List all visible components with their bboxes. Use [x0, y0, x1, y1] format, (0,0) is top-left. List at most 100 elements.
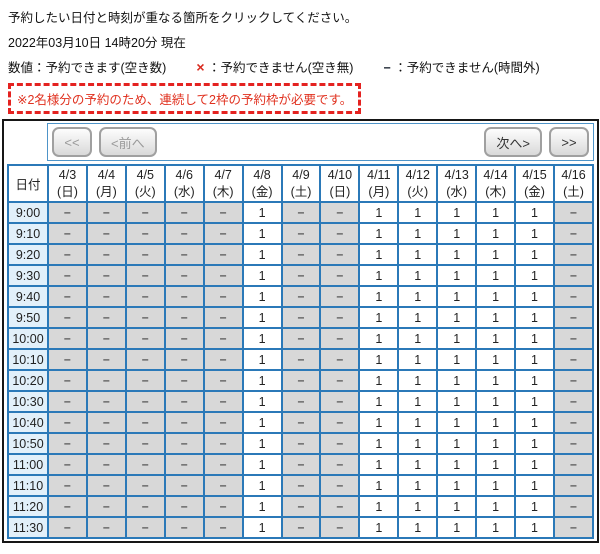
slot-available-cell[interactable]: 1 — [436, 348, 478, 371]
slot-available-cell[interactable]: 1 — [514, 432, 555, 455]
slot-available-cell[interactable]: 1 — [436, 453, 478, 476]
slot-available-cell[interactable]: 1 — [241, 453, 283, 476]
slot-available-cell[interactable]: 1 — [514, 327, 555, 350]
slot-available-cell[interactable]: 1 — [397, 390, 439, 413]
slot-available-cell[interactable]: 1 — [436, 285, 478, 308]
slot-available-cell[interactable]: 1 — [397, 327, 439, 350]
slot-available-cell[interactable]: 1 — [436, 474, 478, 497]
slot-available-cell[interactable]: 1 — [514, 201, 555, 224]
slot-available-cell[interactable]: 1 — [397, 201, 439, 224]
slot-available-cell[interactable]: 1 — [436, 411, 478, 434]
slot-available-cell[interactable]: 1 — [241, 495, 283, 518]
slot-available-cell[interactable]: 1 — [436, 516, 478, 539]
slot-available-cell[interactable]: 1 — [241, 390, 283, 413]
slot-available-cell[interactable]: 1 — [514, 222, 555, 245]
slot-available-cell[interactable]: 1 — [358, 348, 400, 371]
slot-available-cell[interactable]: 1 — [358, 411, 400, 434]
slot-available-cell[interactable]: 1 — [514, 369, 555, 392]
slot-available-cell[interactable]: 1 — [241, 369, 283, 392]
slot-available-cell[interactable]: 1 — [475, 432, 517, 455]
slot-available-cell[interactable]: 1 — [241, 474, 283, 497]
slot-available-cell[interactable]: 1 — [475, 285, 517, 308]
slot-available-cell[interactable]: 1 — [241, 285, 283, 308]
slot-available-cell[interactable]: 1 — [475, 264, 517, 287]
slot-available-cell[interactable]: 1 — [514, 285, 555, 308]
slot-available-cell[interactable]: 1 — [358, 516, 400, 539]
slot-available-cell[interactable]: 1 — [514, 453, 555, 476]
slot-available-cell[interactable]: 1 — [397, 411, 439, 434]
first-week-button[interactable]: << — [52, 127, 92, 157]
slot-available-cell[interactable]: 1 — [358, 201, 400, 224]
prev-week-button[interactable]: <前へ — [99, 127, 157, 157]
slot-available-cell[interactable]: 1 — [358, 222, 400, 245]
slot-available-cell[interactable]: 1 — [241, 264, 283, 287]
slot-available-cell[interactable]: 1 — [358, 306, 400, 329]
slot-available-cell[interactable]: 1 — [436, 264, 478, 287]
slot-available-cell[interactable]: 1 — [475, 390, 517, 413]
slot-available-cell[interactable]: 1 — [514, 306, 555, 329]
slot-available-cell[interactable]: 1 — [358, 369, 400, 392]
slot-available-cell[interactable]: 1 — [475, 474, 517, 497]
slot-available-cell[interactable]: 1 — [241, 432, 283, 455]
slot-available-cell[interactable]: 1 — [475, 453, 517, 476]
slot-available-cell[interactable]: 1 — [358, 285, 400, 308]
slot-available-cell[interactable]: 1 — [397, 243, 439, 266]
slot-available-cell[interactable]: 1 — [475, 495, 517, 518]
slot-available-cell[interactable]: 1 — [358, 453, 400, 476]
slot-available-cell[interactable]: 1 — [358, 327, 400, 350]
slot-available-cell[interactable]: 1 — [436, 327, 478, 350]
slot-available-cell[interactable]: 1 — [397, 453, 439, 476]
slot-available-cell[interactable]: 1 — [397, 369, 439, 392]
slot-available-cell[interactable]: 1 — [358, 264, 400, 287]
slot-available-cell[interactable]: 1 — [514, 390, 555, 413]
slot-available-cell[interactable]: 1 — [358, 432, 400, 455]
slot-available-cell[interactable]: 1 — [241, 327, 283, 350]
slot-available-cell[interactable]: 1 — [397, 285, 439, 308]
slot-available-cell[interactable]: 1 — [241, 243, 283, 266]
slot-available-cell[interactable]: 1 — [475, 411, 517, 434]
slot-available-cell[interactable]: 1 — [358, 390, 400, 413]
slot-available-cell[interactable]: 1 — [475, 516, 517, 539]
slot-available-cell[interactable]: 1 — [358, 474, 400, 497]
slot-available-cell[interactable]: 1 — [397, 222, 439, 245]
next-week-button[interactable]: 次へ> — [484, 127, 542, 157]
slot-available-cell[interactable]: 1 — [436, 306, 478, 329]
slot-available-cell[interactable]: 1 — [397, 474, 439, 497]
slot-available-cell[interactable]: 1 — [475, 201, 517, 224]
slot-available-cell[interactable]: 1 — [436, 390, 478, 413]
slot-available-cell[interactable]: 1 — [475, 327, 517, 350]
slot-available-cell[interactable]: 1 — [397, 432, 439, 455]
slot-available-cell[interactable]: 1 — [397, 306, 439, 329]
slot-available-cell[interactable]: 1 — [436, 432, 478, 455]
slot-available-cell[interactable]: 1 — [397, 264, 439, 287]
slot-available-cell[interactable]: 1 — [436, 369, 478, 392]
slot-available-cell[interactable]: 1 — [241, 201, 283, 224]
slot-available-cell[interactable]: 1 — [475, 306, 517, 329]
slot-available-cell[interactable]: 1 — [514, 495, 555, 518]
slot-available-cell[interactable]: 1 — [397, 348, 439, 371]
slot-available-cell[interactable]: 1 — [475, 243, 517, 266]
slot-available-cell[interactable]: 1 — [397, 516, 439, 539]
slot-available-cell[interactable]: 1 — [241, 516, 283, 539]
slot-available-cell[interactable]: 1 — [241, 348, 283, 371]
last-week-button[interactable]: >> — [549, 127, 589, 157]
slot-available-cell[interactable]: 1 — [514, 516, 555, 539]
slot-available-cell[interactable]: 1 — [358, 495, 400, 518]
slot-available-cell[interactable]: 1 — [514, 264, 555, 287]
slot-available-cell[interactable]: 1 — [514, 348, 555, 371]
slot-available-cell[interactable]: 1 — [475, 222, 517, 245]
slot-available-cell[interactable]: 1 — [436, 222, 478, 245]
slot-available-cell[interactable]: 1 — [514, 411, 555, 434]
slot-available-cell[interactable]: 1 — [514, 474, 555, 497]
slot-available-cell[interactable]: 1 — [475, 369, 517, 392]
slot-available-cell[interactable]: 1 — [514, 243, 555, 266]
slot-available-cell[interactable]: 1 — [475, 348, 517, 371]
slot-available-cell[interactable]: 1 — [358, 243, 400, 266]
slot-available-cell[interactable]: 1 — [241, 411, 283, 434]
slot-available-cell[interactable]: 1 — [397, 495, 439, 518]
slot-available-cell[interactable]: 1 — [241, 222, 283, 245]
slot-available-cell[interactable]: 1 — [241, 306, 283, 329]
slot-available-cell[interactable]: 1 — [436, 495, 478, 518]
slot-available-cell[interactable]: 1 — [436, 243, 478, 266]
slot-available-cell[interactable]: 1 — [436, 201, 478, 224]
